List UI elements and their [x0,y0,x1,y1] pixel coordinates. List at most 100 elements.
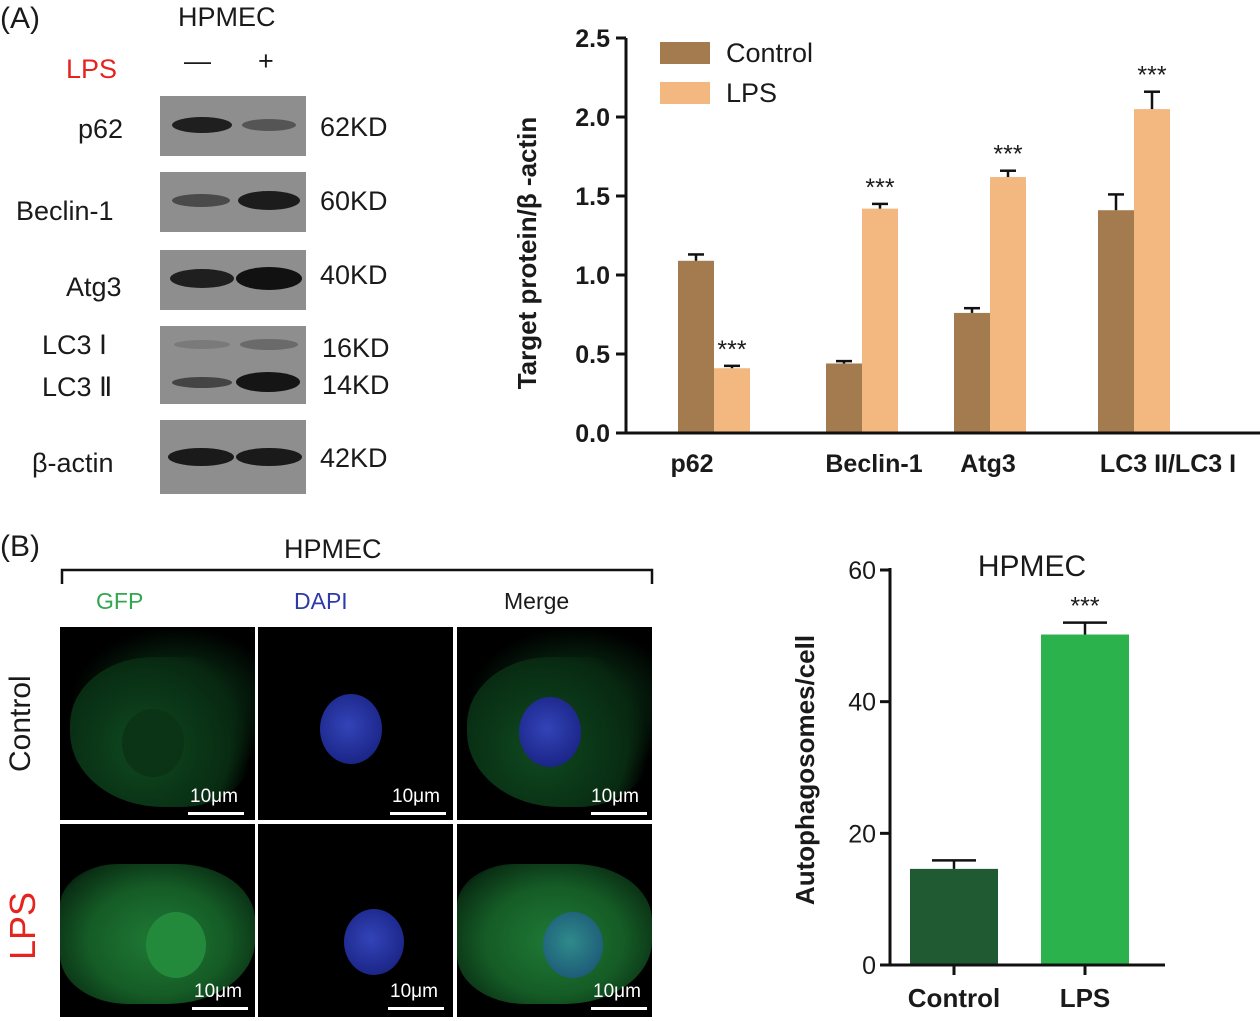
band [240,339,298,350]
nucleus [320,694,382,764]
legend-swatch-lps [660,82,710,104]
bar-lps-0 [714,368,750,433]
blot-label-p62: p62 [78,114,124,144]
significance-label: *** [993,141,1022,169]
chart2-y-label: Autophagosomes/cell [790,635,820,905]
legend-label-lps: LPS [726,78,777,108]
nucleus [146,912,206,978]
kd-lc3-ii: 14KD [322,370,390,400]
chart2-title: HPMEC [978,550,1086,583]
col-header-merge: Merge [504,588,570,614]
y-tick-label: 0 [862,952,876,980]
scalebar-label: 10μm [591,786,639,807]
image-control-dapi: 10μm [258,627,453,820]
significance-label: *** [865,174,894,202]
image-lps-gfp: 10μm [60,824,255,1017]
nucleus [519,697,581,767]
x-tick-label: Atg3 [960,450,1016,478]
panel-b-letter: (B) [0,530,40,563]
blot-cell-line: HPMEC [178,2,276,32]
panel-b-cell-line: HPMEC [284,534,382,564]
y-tick-label: 40 [848,689,876,717]
image-lps-dapi: 10μm [258,824,453,1017]
band [236,267,302,290]
blot-lps-label: LPS [66,54,118,84]
scalebar-label: 10μm [194,981,242,1002]
bar-lps-1 [862,208,898,433]
scalebar-label: 10μm [593,981,641,1002]
band [174,340,230,349]
legend-swatch-control [660,42,710,64]
band [238,191,300,210]
panel-a-letter: (A) [0,2,40,35]
x-tick-label: Beclin-1 [825,450,922,478]
significance-label: *** [1070,593,1099,621]
kd-lc3-i: 16KD [322,333,390,363]
nucleus [122,709,184,777]
x-tick-label: p62 [670,450,713,478]
scalebar [192,1007,248,1010]
bar-lps [1041,634,1129,965]
band [172,194,230,207]
bar-control-1 [826,363,862,433]
band [168,448,234,466]
y-tick-label: 20 [848,820,876,848]
chart-target-protein: *** *** *** *** 0.0 0.5 1.0 1.5 2.0 2.5 Target p… [512,25,1260,478]
bar-control-0 [678,260,714,433]
y-tick-label: 0.5 [575,341,610,369]
band [242,119,296,131]
image-control-gfp: 10μm [60,627,255,820]
x-tick-label: Control [908,983,1000,1013]
panel-b-bracket [60,568,654,584]
row-label-lps: LPS [2,891,43,960]
significance-label: *** [717,336,746,364]
bar-lps-3 [1134,109,1170,433]
blot-strip-actin [160,420,306,494]
y-tick-label: 1.5 [575,183,610,211]
significance-label: *** [1137,62,1166,90]
x-tick-label: LC3 II/LC3 I [1100,450,1236,478]
bar-lps-2 [990,177,1026,433]
scalebar [390,812,446,815]
blot-label-lc3-ii: LC3 Ⅱ [42,372,113,402]
scalebar [188,812,244,815]
kd-beclin: 60KD [320,186,388,216]
kd-p62: 62KD [320,112,388,142]
chart-autophagosomes: *** 0 20 40 60 Control LPS HPMEC Autophagoso… [790,550,1165,1013]
y-tick-label: 2.5 [575,25,610,53]
nucleus [344,909,404,975]
blot-label-actin: β-actin [32,448,114,478]
y-tick-label: 1.0 [575,262,610,290]
band [170,269,234,288]
blot-strip-p62 [160,96,306,156]
band [236,372,300,392]
blot-label-lc3-i: LC3 Ⅰ [42,330,107,360]
scalebar-label: 10μm [392,786,440,807]
scalebar [388,1007,444,1010]
blot-label-atg3: Atg3 [66,272,122,302]
scalebar-label: 10μm [390,981,438,1002]
row-label-control: Control [4,675,37,772]
col-header-gfp: GFP [96,588,144,614]
kd-atg3: 40KD [320,260,388,290]
blot-plus-sign: + [258,46,274,76]
scalebar [591,812,647,815]
chart1-marks: *** *** *** *** [678,62,1170,433]
blot-strip-beclin [160,172,306,232]
image-control-merge: 10μm [457,627,652,820]
blot-minus-sign: — [184,46,211,76]
band [172,377,232,388]
blot-strip-lc3 [160,326,306,404]
legend-label-control: Control [726,38,813,68]
chart1-y-label: Target protein/β -actin [512,117,542,390]
scalebar-label: 10μm [190,786,238,807]
y-tick-label: 60 [848,557,876,585]
image-lps-merge: 10μm [457,824,652,1017]
band [236,448,302,466]
y-tick-label: 2.0 [575,104,610,132]
bar-control-2 [954,312,990,433]
blot-strip-atg3 [160,250,306,310]
nucleus [543,912,603,978]
bar-control-3 [1098,210,1134,433]
scalebar [591,1007,647,1010]
